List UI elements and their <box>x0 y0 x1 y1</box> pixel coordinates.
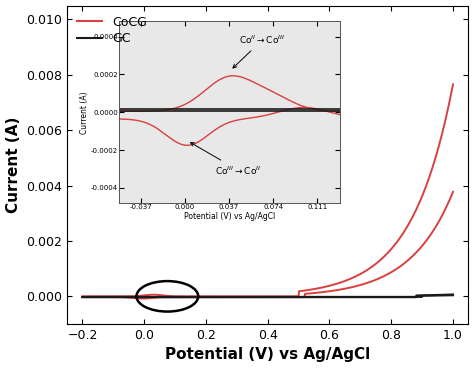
Legend: CoCG, GC: CoCG, GC <box>73 12 151 49</box>
Y-axis label: Current (A): Current (A) <box>6 117 20 213</box>
X-axis label: Potential (V) vs Ag/AgCl: Potential (V) vs Ag/AgCl <box>165 347 370 362</box>
